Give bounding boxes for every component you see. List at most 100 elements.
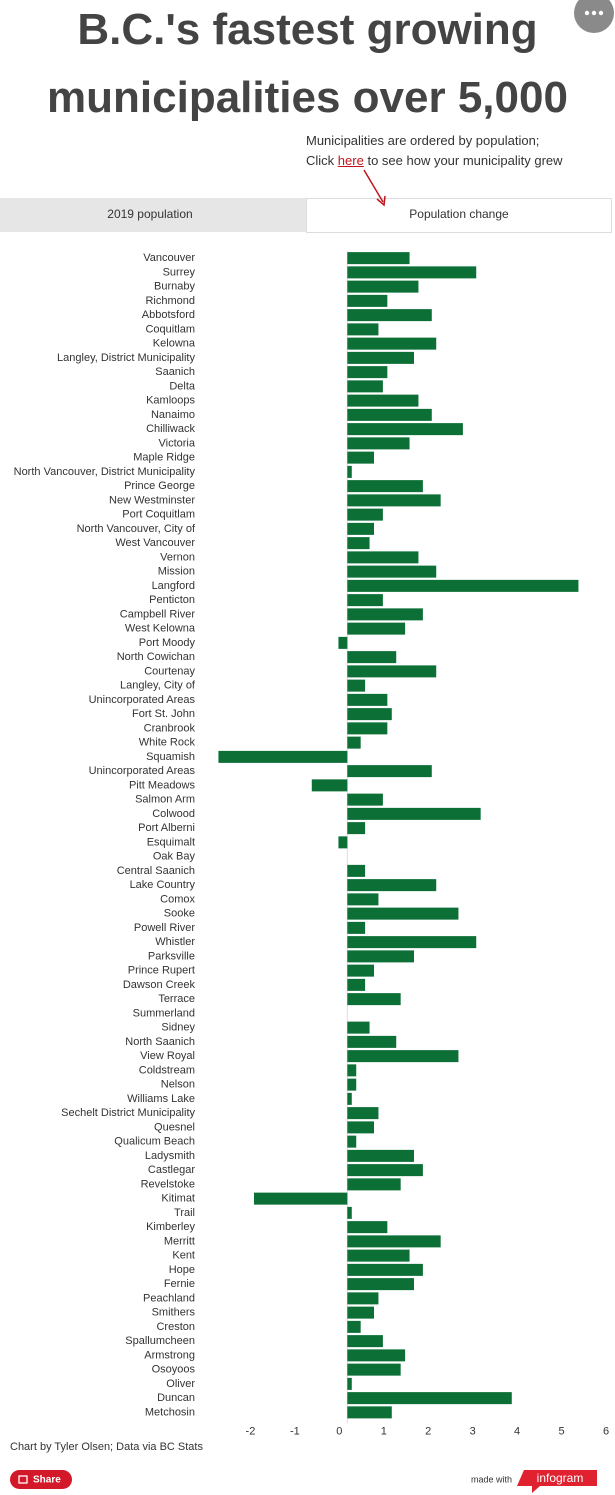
y-tick-label: Salmon Arm bbox=[135, 794, 195, 806]
x-tick-label: 2 bbox=[425, 1425, 431, 1437]
y-tick-label: Delta bbox=[169, 380, 196, 392]
menu-dot bbox=[591, 10, 597, 16]
tab-label[interactable]: Population change bbox=[409, 207, 509, 221]
bar bbox=[347, 594, 383, 607]
bar bbox=[347, 1206, 352, 1219]
y-tick-label: Abbotsford bbox=[142, 309, 195, 321]
y-tick-label: Trail bbox=[174, 1207, 195, 1219]
y-tick-label: Parksville bbox=[148, 950, 195, 962]
bar bbox=[347, 1050, 459, 1063]
brand-label[interactable]: infogram bbox=[537, 1471, 584, 1485]
y-tick-label: Squamish bbox=[146, 751, 195, 763]
bar bbox=[347, 1178, 401, 1191]
bar bbox=[347, 565, 437, 578]
share-icon bbox=[18, 1475, 28, 1484]
y-tick-label: Kent bbox=[172, 1250, 195, 1262]
y-tick-label: Fort St. John bbox=[132, 708, 195, 720]
bar bbox=[347, 822, 366, 835]
bar bbox=[347, 651, 397, 664]
share-button[interactable] bbox=[10, 1470, 72, 1489]
bar bbox=[347, 708, 392, 721]
y-tick-label: Victoria bbox=[159, 437, 196, 449]
bar bbox=[347, 950, 414, 963]
tab-active[interactable] bbox=[306, 198, 612, 233]
y-tick-label: Burnaby bbox=[154, 281, 195, 293]
bar bbox=[347, 266, 477, 279]
x-tick-label: 3 bbox=[470, 1425, 476, 1437]
x-tick-label: 5 bbox=[558, 1425, 564, 1437]
y-tick-label: White Rock bbox=[139, 737, 196, 749]
bar bbox=[347, 722, 388, 735]
bar bbox=[347, 551, 419, 564]
bar bbox=[347, 1121, 374, 1134]
bar bbox=[347, 1064, 357, 1077]
bar bbox=[347, 1320, 361, 1333]
y-tick-label: Port Moody bbox=[139, 637, 196, 649]
y-tick-label: Sooke bbox=[164, 908, 195, 920]
bar bbox=[347, 394, 419, 407]
y-tick-label: Osoyoos bbox=[152, 1364, 196, 1376]
bar bbox=[347, 765, 432, 778]
y-tick-label: Richmond bbox=[145, 295, 195, 307]
tab[interactable] bbox=[0, 198, 306, 232]
x-tick-label: 4 bbox=[514, 1425, 520, 1437]
made-with: made with bbox=[471, 1474, 512, 1484]
y-tick-label: Courtenay bbox=[144, 665, 195, 677]
bar bbox=[347, 1107, 379, 1120]
bar bbox=[347, 1392, 512, 1405]
y-tick-label: Langley, District Municipality bbox=[57, 352, 195, 364]
note-text: Click bbox=[306, 153, 335, 168]
credit: Chart by Tyler Olsen; Data via BC Stats bbox=[10, 1441, 203, 1453]
bar bbox=[347, 879, 437, 892]
bar bbox=[347, 665, 437, 678]
bar bbox=[254, 1192, 348, 1205]
bar bbox=[347, 793, 383, 806]
menu-button[interactable] bbox=[574, 0, 614, 33]
bar bbox=[347, 736, 361, 749]
bar bbox=[347, 366, 388, 379]
x-tick-label: 1 bbox=[381, 1425, 387, 1437]
tab-label[interactable]: 2019 population bbox=[107, 207, 192, 221]
y-tick-label: West Kelowna bbox=[125, 623, 196, 635]
brand-logo[interactable] bbox=[517, 1470, 597, 1493]
y-tick-label: Vancouver bbox=[143, 252, 195, 264]
bar bbox=[347, 252, 410, 265]
bar bbox=[347, 1235, 441, 1248]
bar bbox=[347, 380, 383, 393]
bar bbox=[347, 1092, 352, 1105]
y-tick-label: Chilliwack bbox=[146, 423, 195, 435]
y-tick-label: North Saanich bbox=[125, 1036, 195, 1048]
bar bbox=[347, 437, 410, 450]
x-tick-label: -2 bbox=[246, 1425, 256, 1437]
y-tick-label: Qualicum Beach bbox=[114, 1136, 195, 1148]
y-tick-label: Terrace bbox=[158, 993, 195, 1005]
bar bbox=[347, 451, 374, 464]
bar bbox=[347, 508, 383, 521]
arrow-head bbox=[376, 195, 386, 207]
y-tick-label: Smithers bbox=[152, 1307, 196, 1319]
y-tick-label: Coquitlam bbox=[145, 323, 195, 335]
bar bbox=[347, 1377, 352, 1390]
bar bbox=[347, 408, 432, 421]
y-tick-label: View Royal bbox=[140, 1050, 195, 1062]
y-tick-label: Kitimat bbox=[161, 1193, 195, 1205]
y-tick-label: Comox bbox=[160, 893, 195, 905]
bar bbox=[347, 522, 374, 535]
y-tick-label: Unincorporated Areas bbox=[89, 694, 196, 706]
bar bbox=[347, 622, 406, 635]
y-tick-label: Kamloops bbox=[146, 395, 195, 407]
y-tick-label: Pitt Meadows bbox=[129, 779, 196, 791]
bar bbox=[347, 351, 414, 364]
bar bbox=[347, 1149, 414, 1162]
y-tick-label: Oak Bay bbox=[153, 851, 196, 863]
y-tick-label: Esquimalt bbox=[147, 836, 195, 848]
share-label[interactable]: Share bbox=[33, 1475, 61, 1486]
bar bbox=[347, 693, 388, 706]
bar bbox=[347, 1406, 392, 1419]
bar bbox=[347, 679, 366, 692]
bar bbox=[347, 1164, 423, 1177]
bar bbox=[347, 494, 441, 507]
arrow bbox=[363, 169, 384, 203]
link[interactable]: here bbox=[337, 153, 364, 168]
bar bbox=[347, 978, 366, 991]
